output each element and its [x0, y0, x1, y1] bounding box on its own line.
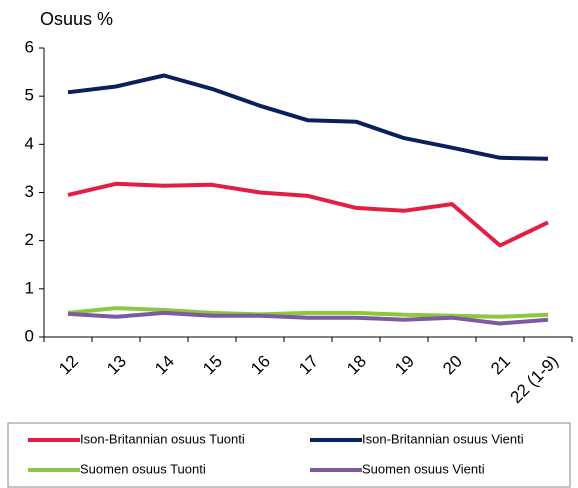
- x-tick-label: 14: [151, 352, 178, 379]
- x-tick-label: 16: [247, 352, 274, 379]
- legend-label: Ison-Britannian osuus Vienti: [362, 431, 524, 446]
- y-tick-label: 5: [25, 86, 34, 105]
- x-tick-label: 17: [295, 352, 322, 379]
- y-tick-label: 4: [25, 134, 34, 153]
- x-tick-label: 21: [487, 352, 514, 379]
- legend-label: Suomen osuus Vienti: [362, 461, 485, 476]
- line: [67, 73, 549, 161]
- line: [67, 306, 549, 319]
- x-tick-label: 22 (1-9): [506, 352, 562, 408]
- x-tick-label: 19: [391, 352, 418, 379]
- x-tick-label: 20: [439, 352, 466, 379]
- legend-box: [7, 422, 571, 488]
- x-tick-label: 15: [199, 352, 226, 379]
- line: [67, 181, 549, 248]
- x-tick-label: 13: [103, 352, 130, 379]
- y-tick-label: 0: [25, 326, 34, 345]
- y-tick-label: 3: [25, 182, 34, 201]
- line: [67, 310, 549, 326]
- legend-label: Suomen osuus Tuonti: [80, 461, 206, 476]
- y-tick-label: 6: [25, 37, 34, 56]
- y-tick-label: 1: [25, 278, 34, 297]
- x-tick-label: 12: [55, 352, 82, 379]
- x-tick-label: 18: [343, 352, 370, 379]
- legend-label: Ison-Britannian osuus Tuonti: [80, 431, 245, 446]
- y-tick-label: 2: [25, 230, 34, 249]
- y-axis-label: Osuus %: [40, 9, 113, 29]
